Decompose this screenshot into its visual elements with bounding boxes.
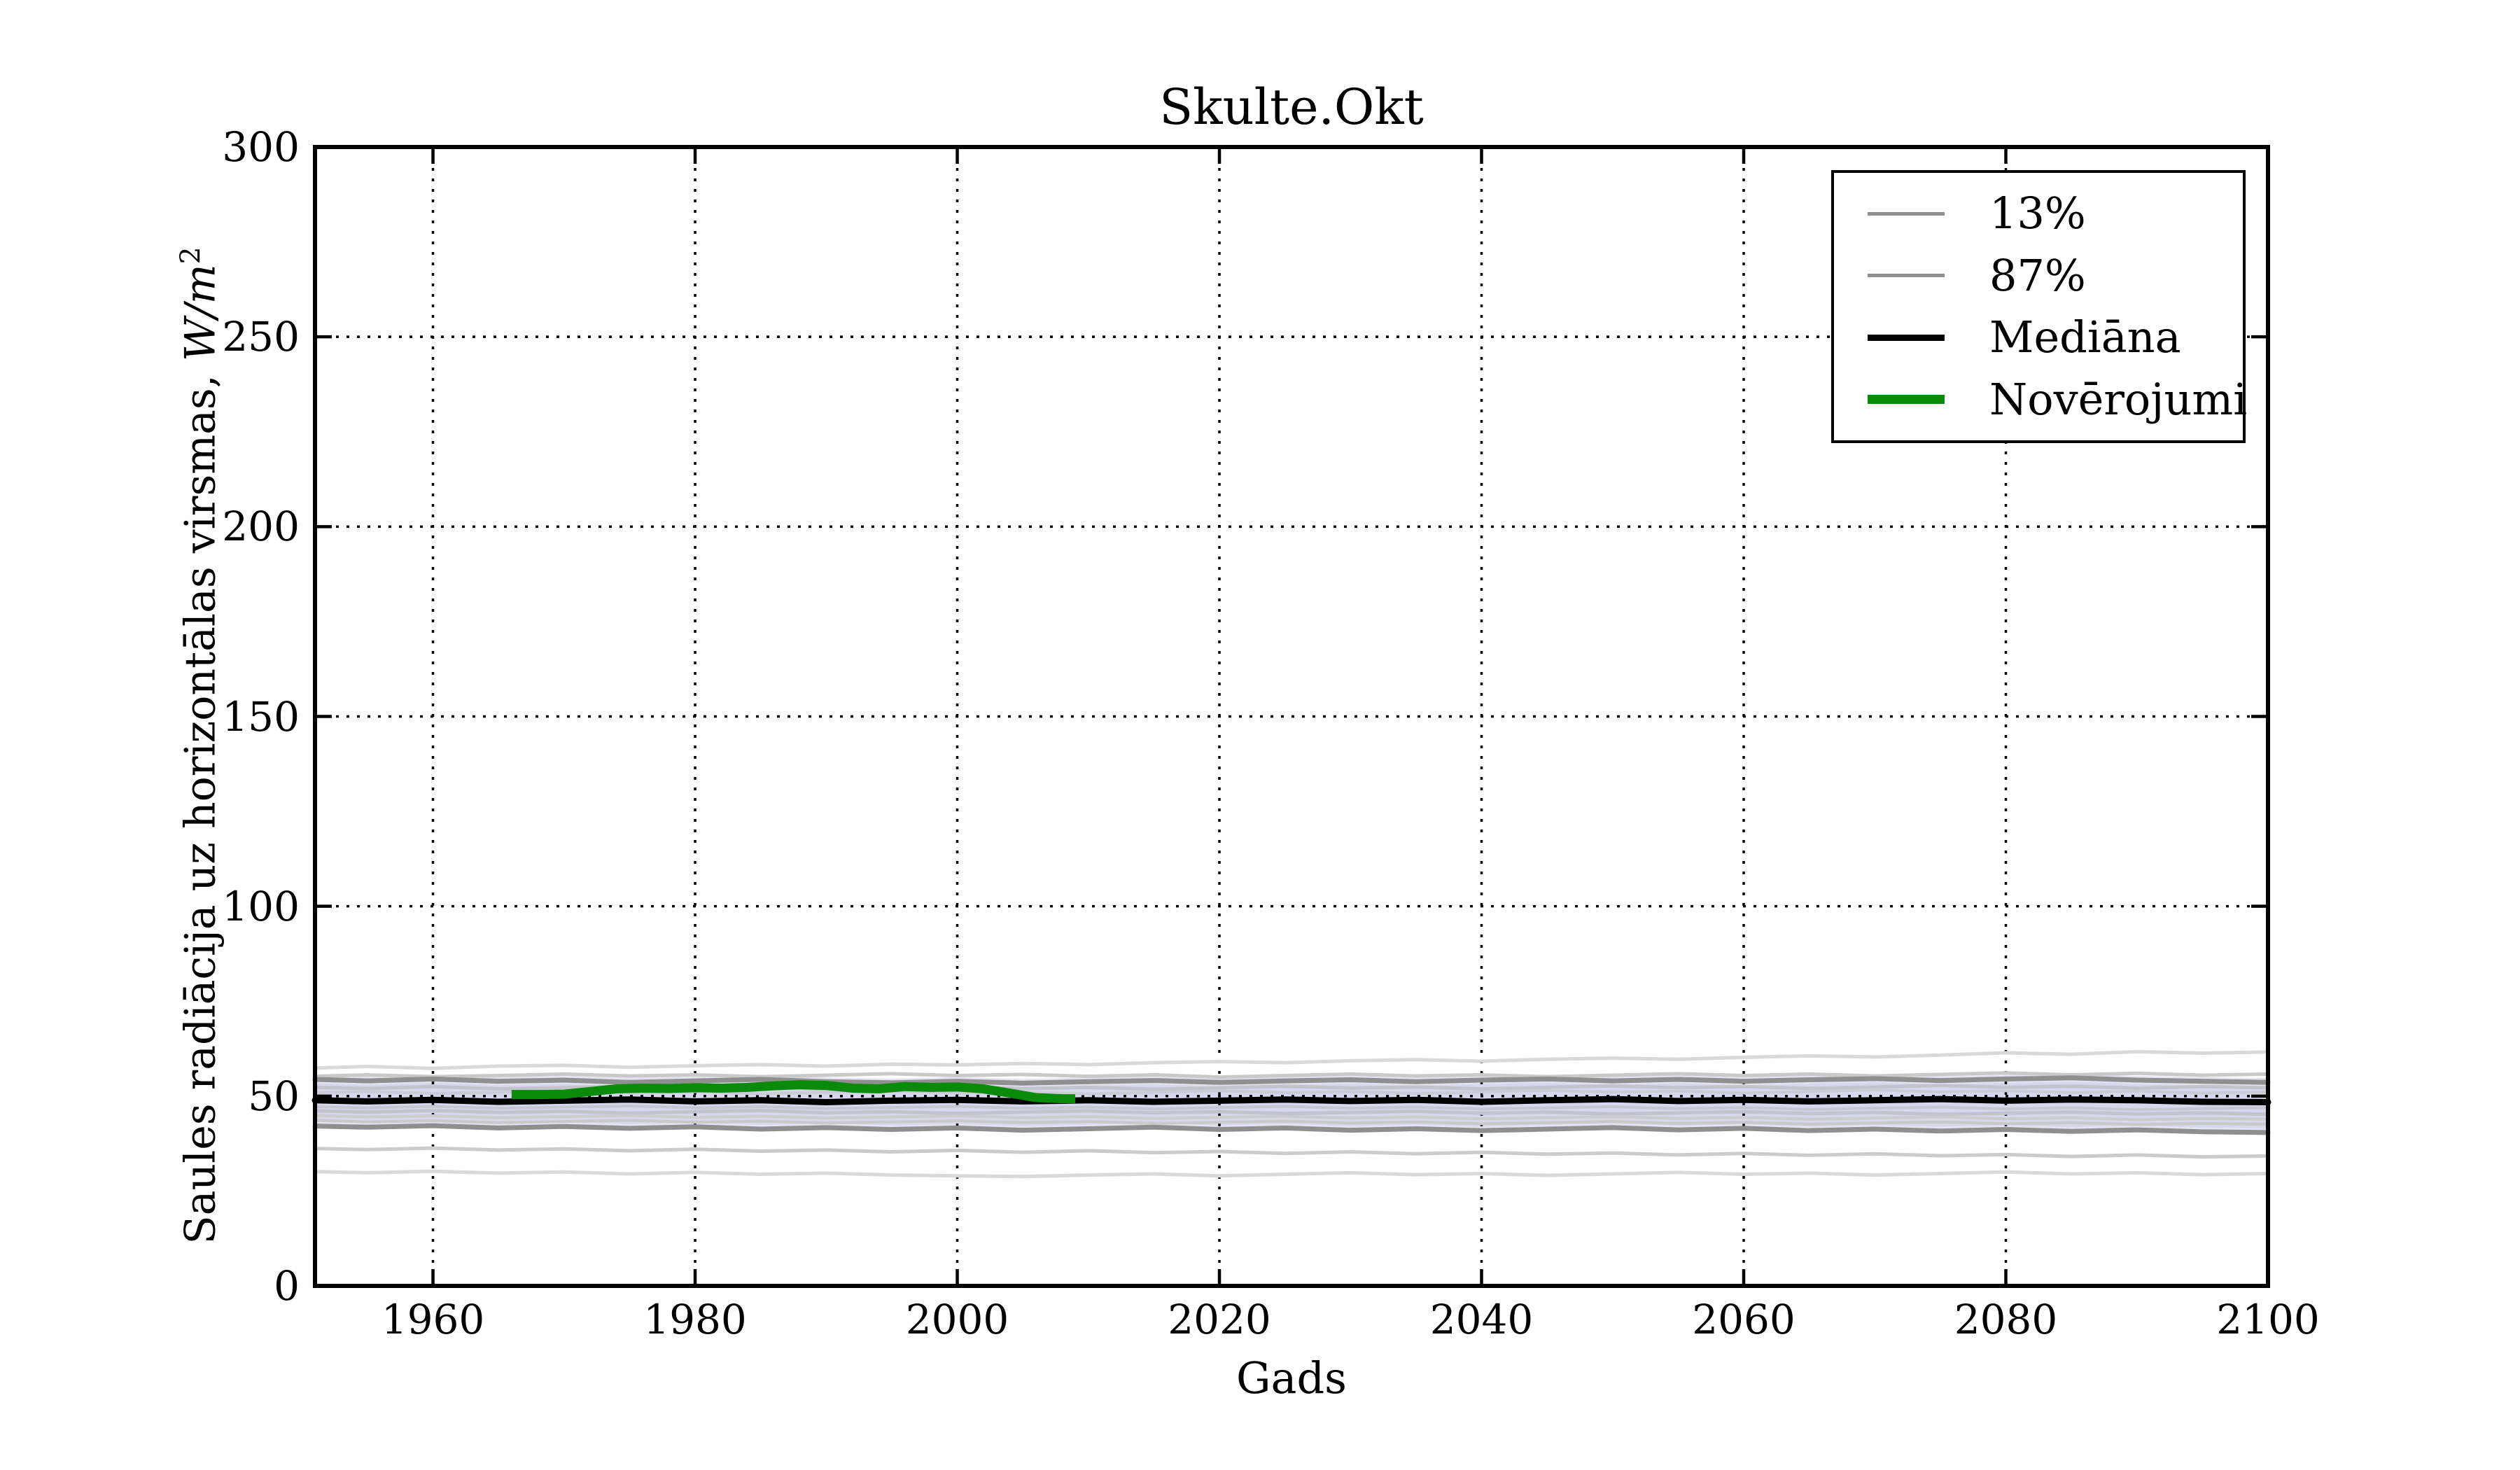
x-tick-label-1980: 1980 [643,1296,747,1343]
series-quantile-87 [312,1075,2271,1086]
series-quantile-13 [312,1123,2271,1135]
legend-item-13pct: 13% [1834,192,2243,235]
y-tick-label-0: 0 [274,1262,300,1310]
legend-swatch-median [1868,334,1945,341]
series-observations [511,1080,1076,1104]
legend-swatch-13pct [1868,211,1945,216]
y-tick-label-50: 50 [248,1072,300,1120]
legend-item-observations: Novērojumi [1834,377,2247,421]
legend-swatch-87pct [1868,274,1945,278]
x-tick-label-2060: 2060 [1692,1296,1795,1343]
series-run-e [314,1104,2269,1112]
y-tick-label-100: 100 [222,882,300,930]
legend-label-median: Mediāna [1989,312,2181,363]
legend-item-median: Mediāna [1834,316,2243,359]
series-run-g [314,1114,2269,1121]
legend-label-observations: Novērojumi [1989,373,2248,425]
y-tick-label-150: 150 [222,692,300,741]
legend-label-87pct: 87% [1989,249,2086,301]
series-run-f [313,1108,2270,1116]
x-tick-label-2100: 2100 [2216,1296,2320,1343]
legend-label-13pct: 13% [1989,188,2086,239]
series-run-d [314,1088,2269,1096]
x-tick-label-2080: 2080 [1954,1296,2058,1343]
series-run-h [314,1119,2269,1126]
legend-swatch-observations [1868,395,1945,405]
legend-item-87pct: 87% [1834,249,2243,301]
x-axis-label: Gads [1236,1352,1347,1404]
series-run-b [313,1071,2270,1079]
x-tick-label-2020: 2020 [1168,1296,1271,1343]
y-axis-units-exponent: 2 [175,246,207,265]
chart-title: Skulte.Okt [1159,78,1424,136]
series-run-j [313,1169,2270,1179]
x-tick-label-2000: 2000 [905,1296,1009,1343]
legend: 13% 87% Mediāna Novērojumi [1831,170,2247,443]
x-tick-label-1960: 1960 [381,1296,485,1343]
y-tick-label-200: 200 [222,503,300,551]
y-tick-label-300: 300 [222,123,300,171]
series-run-a [313,1049,2270,1070]
series-median [312,1096,2272,1106]
x-tick-label-2040: 2040 [1429,1296,1534,1343]
y-tick-label-250: 250 [222,313,300,361]
series-run-i [313,1146,2270,1159]
